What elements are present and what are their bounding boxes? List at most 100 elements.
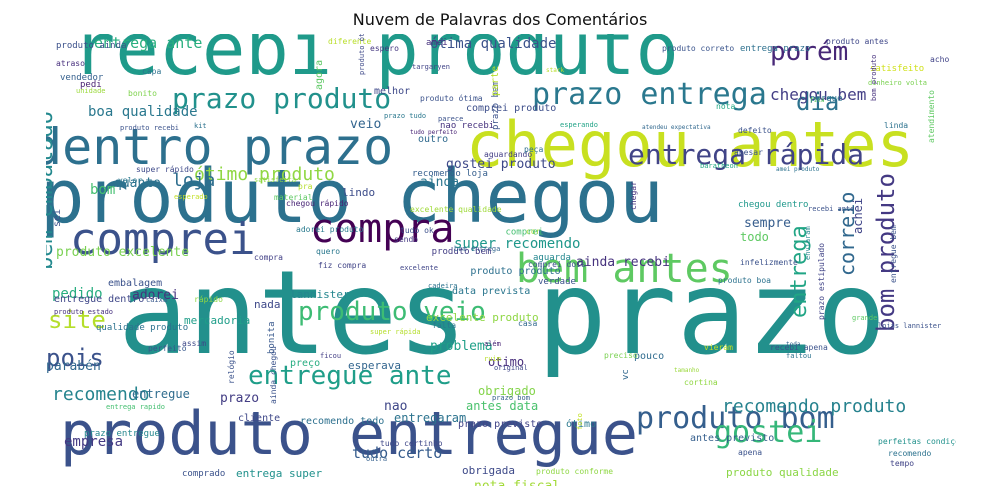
cloud-word: achei (851, 198, 865, 234)
cloud-word: super recomendo (454, 236, 580, 252)
cloud-word: acho (930, 55, 949, 64)
cloud-word: boa qualidade (88, 104, 198, 120)
cloud-word: kit (194, 122, 207, 130)
cloud-word: entrega ante (94, 34, 202, 52)
cloud-word: excelente qualidade (410, 205, 502, 214)
cloud-word: perfeitas condições (878, 437, 956, 446)
cloud-word: produto bem (432, 247, 492, 257)
cloud-word: outro (418, 134, 448, 145)
cloud-word: faltou (786, 352, 811, 360)
cloud-word: produto produto (470, 266, 560, 277)
cloud-word: caixa (146, 296, 167, 304)
cloud-word: antes previsto (690, 433, 774, 444)
cloud-word: tudo perfeito (410, 129, 457, 136)
cloud-word: prazo bom (492, 394, 530, 402)
cloud-word: parabén (46, 359, 101, 374)
cloud-word: ainda (420, 175, 459, 190)
cloud-word: quanto (114, 176, 161, 191)
cloud-word: empresa (64, 434, 123, 450)
cloud-word: prazo bem (491, 81, 501, 130)
cloud-word: entregue (132, 387, 190, 401)
cloud-word: preciso (604, 351, 638, 360)
cloud-word: nao recebi (440, 121, 494, 131)
cloud-word: cortina (684, 378, 718, 387)
cloud-word: chegou dentro (738, 200, 808, 210)
cloud-word: material (274, 193, 313, 202)
cloud-word: agora (314, 60, 325, 90)
cloud-word: relógio (226, 350, 236, 384)
cloud-word: recomendo (888, 449, 932, 458)
cloud-word: produto estado (54, 308, 113, 316)
cloud-word: embalagem (108, 278, 162, 289)
cloud-word: recebi produto (72, 34, 679, 91)
cloud-word: gostei (714, 415, 822, 450)
cloud-word: cadeira (428, 282, 458, 290)
cloud-word: cliente (238, 413, 280, 424)
cloud-word: loja (172, 170, 215, 191)
cloud-word: produto chegou (46, 154, 664, 240)
cloud-word: recomendo (52, 384, 150, 405)
cloud-word: recomendo produto (722, 396, 906, 417)
cloud-word: além (484, 340, 501, 348)
cloud-word: bem antes (516, 246, 733, 292)
cloud-word: recomendo todo (300, 416, 384, 427)
cloud-word: apena (738, 448, 762, 457)
cloud-word: chegou rápido (286, 199, 349, 208)
cloud-word: antes prazo (118, 246, 886, 381)
cloud-word: atraso (56, 59, 85, 68)
cloud-word: fica (810, 97, 825, 104)
cloud-word: otimo (488, 355, 524, 369)
cloud-word: tudo ok (400, 226, 434, 235)
cloud-word: melhor (374, 86, 410, 97)
cloud-word: comprei dois (528, 260, 586, 269)
cloud-word: nao (384, 399, 407, 414)
cloud-word: dentro prazo (46, 118, 393, 176)
cloud-word: tamanho (674, 367, 700, 374)
cloud-word: obrigado (478, 384, 536, 398)
cloud-word: comprado (182, 469, 225, 479)
cloud-word: prazo produto (172, 82, 391, 115)
cloud-word: aguardando (484, 150, 532, 159)
cloud-word: entrega (787, 225, 812, 318)
cloud-word: targaryen (412, 63, 450, 71)
cloud-word: bom produto (870, 55, 878, 101)
cloud-word: atendimento (927, 90, 936, 143)
cloud-word: bom (90, 182, 115, 198)
cloud-word: casa (518, 319, 537, 328)
cloud-word: correio (835, 192, 859, 276)
cloud-word: gostei produto (446, 157, 556, 172)
cloud-word: entrega super (236, 467, 322, 480)
cloud-word: porém (770, 37, 848, 67)
cloud-word: dia (796, 88, 839, 116)
cloud-word: sei (52, 209, 63, 227)
cloud-word: fiz compra (318, 261, 366, 270)
cloud-word: adorei (132, 288, 179, 303)
cloud-word: rápido (194, 295, 223, 304)
cloud-word: foto (576, 413, 584, 430)
cloud-word: entrega rapido (106, 403, 165, 411)
cloud-word: pedido (52, 286, 103, 302)
cloud-word: entrega rápida (628, 138, 864, 171)
cloud-word: bonita (267, 321, 277, 354)
cloud-word: perfeito (148, 344, 187, 353)
cloud-word: produto antes (826, 37, 889, 46)
cloud-word: entregue ante (248, 361, 452, 391)
cloud-word: peça (524, 145, 543, 154)
cloud-word: outra (366, 455, 387, 463)
cloud-word: pouco (634, 351, 664, 362)
cloud-word: original (494, 364, 528, 372)
cloud-word: nada (254, 298, 281, 311)
cloud-word: esperava (348, 359, 401, 372)
cloud-word: apesar (734, 148, 763, 157)
cloud-word: capa (142, 67, 161, 76)
cloud-word: comprei (505, 227, 543, 237)
cloud-word: prazo entregue (84, 429, 160, 439)
cloud-word: prazo (220, 391, 259, 406)
cloud-word: bonito (128, 89, 157, 98)
cloud-word: grande (852, 314, 877, 322)
cloud-word: defeito (738, 126, 772, 135)
cloud-word: sempre (744, 216, 791, 231)
cloud-word: qualidade produto (96, 323, 188, 333)
cloud-word: produto veio (298, 297, 486, 327)
cloud-word: todo (740, 230, 769, 244)
